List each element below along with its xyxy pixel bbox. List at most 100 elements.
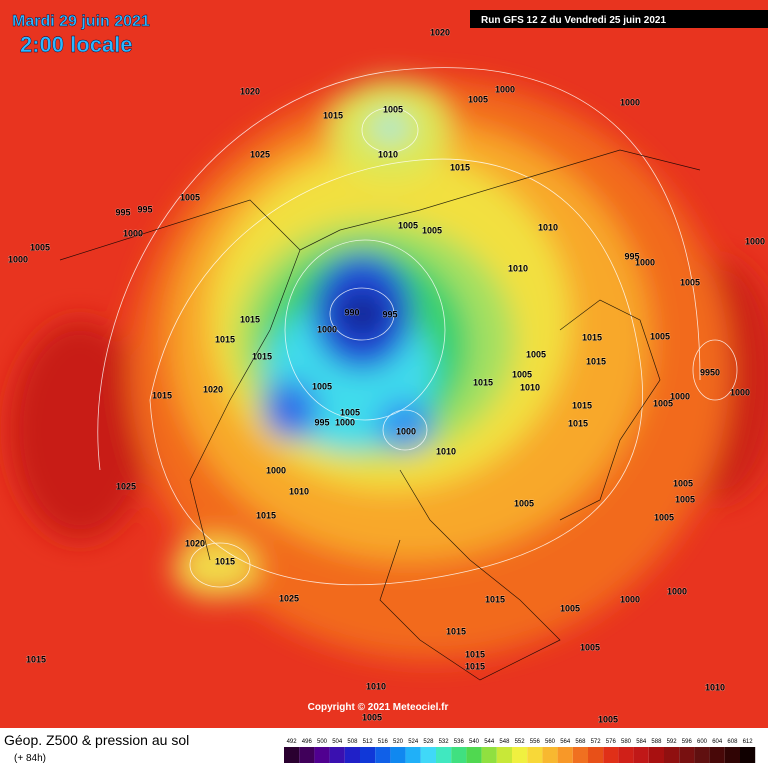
colorbar-label: 532: [439, 739, 450, 745]
colorbar-swatch: [648, 747, 664, 763]
pressure-label: 1015: [572, 400, 592, 410]
pressure-label: 1025: [250, 149, 270, 159]
pressure-label: 1005: [362, 712, 382, 722]
pressure-label: 1005: [422, 225, 442, 235]
valid-time: 2:00 locale: [20, 32, 133, 57]
pressure-label: 1005: [383, 104, 403, 114]
colorbar-swatch: [299, 747, 315, 763]
colorbar-swatch: [451, 747, 467, 763]
pressure-label: 1025: [279, 593, 299, 603]
pressure-label: 1015: [450, 162, 470, 172]
colorbar-swatch: [679, 747, 695, 763]
pressure-label: 1005: [312, 381, 332, 391]
colorbar-swatch: [618, 747, 634, 763]
colorbar-swatch: [329, 747, 345, 763]
pressure-label: 1000: [667, 586, 687, 596]
pressure-label: 1015: [256, 510, 276, 520]
colorbar-swatch: [694, 747, 710, 763]
colorbar-label: 544: [484, 739, 495, 745]
pressure-label: 1020: [185, 538, 205, 548]
pressure-label: 1010: [378, 149, 398, 159]
colorbar-swatch: [512, 747, 528, 763]
pressure-label: 995: [115, 207, 130, 217]
pressure-label: 1005: [598, 714, 618, 724]
colorbar-label: 552: [515, 739, 526, 745]
colorbar-label: 588: [651, 739, 662, 745]
pressure-label: 1010: [538, 222, 558, 232]
pressure-label: 1000: [335, 417, 355, 427]
colorbar-swatch: [603, 747, 619, 763]
map-field: [0, 0, 768, 728]
pressure-label: 1000: [266, 465, 286, 475]
pressure-label: 1000: [620, 97, 640, 107]
colorbar-label: 560: [545, 739, 556, 745]
pressure-label: 995: [137, 204, 152, 214]
pressure-label: 1015: [215, 334, 235, 344]
pressure-label: 1005: [398, 220, 418, 230]
pressure-label: 1015: [152, 390, 172, 400]
colorbar-label: 612: [743, 739, 754, 745]
pressure-label: 1010: [436, 446, 456, 456]
pressure-label: 1020: [203, 384, 223, 394]
colorbar-label: 516: [378, 739, 389, 745]
copyright: Copyright © 2021 Meteociel.fr: [308, 702, 449, 713]
pressure-label: 1015: [586, 356, 606, 366]
pressure-label: 1005: [653, 398, 673, 408]
colorbar-label: 524: [408, 739, 419, 745]
pressure-label: 1010: [520, 382, 540, 392]
pressure-label: 1005: [340, 407, 360, 417]
colorbar-label: 520: [393, 739, 404, 745]
colorbar-swatch: [709, 747, 725, 763]
pressure-label: 1000: [670, 391, 690, 401]
pressure-label: 1015: [323, 110, 343, 120]
colorbar-label: 580: [621, 739, 632, 745]
forecast-step: (+ 84h): [14, 753, 46, 764]
colorbar-swatch: [724, 747, 740, 763]
pressure-label: 1000: [396, 426, 416, 436]
colorbar-label: 496: [302, 739, 313, 745]
run-info: Run GFS 12 Z du Vendredi 25 juin 2021: [481, 15, 666, 26]
colorbar-label: 592: [667, 739, 678, 745]
colorbar-label: 500: [317, 739, 328, 745]
pressure-label: 1020: [240, 86, 260, 96]
colorbar-swatch: [557, 747, 573, 763]
colorbar-label: 556: [530, 739, 541, 745]
colorbar-label: 536: [454, 739, 465, 745]
colorbar-label: 604: [712, 739, 723, 745]
pressure-label: 1005: [514, 498, 534, 508]
pressure-label: 1010: [705, 682, 725, 692]
pressure-label: 1015: [465, 661, 485, 671]
colorbar-label: 504: [332, 739, 343, 745]
pressure-label: 1000: [8, 254, 28, 264]
colorbar-swatch: [481, 747, 497, 763]
colorbar-label: 600: [697, 739, 708, 745]
pressure-label: 1005: [512, 369, 532, 379]
colorbar-swatch: [375, 747, 391, 763]
pressure-label: 1005: [673, 478, 693, 488]
pressure-label: 1015: [446, 626, 466, 636]
colorbar-label: 576: [606, 739, 617, 745]
colorbar-swatch: [664, 747, 680, 763]
product-title: Géop. Z500 & pression au sol: [4, 732, 189, 748]
pressure-label: 1005: [468, 94, 488, 104]
pressure-label: 1005: [680, 277, 700, 287]
pressure-label: 1015: [252, 351, 272, 361]
pressure-label: 1005: [30, 242, 50, 252]
colorbar-swatch: [572, 747, 588, 763]
pressure-label: 1015: [485, 594, 505, 604]
pressure-label: 1005: [560, 603, 580, 613]
pressure-label: 995: [382, 309, 397, 319]
colorbar-label: 548: [499, 739, 510, 745]
pressure-label: 1015: [26, 654, 46, 664]
colorbar-label: 564: [560, 739, 571, 745]
pressure-label: 995: [314, 417, 329, 427]
colorbar-swatch: [588, 747, 604, 763]
pressure-label: 1000: [620, 594, 640, 604]
pressure-label: 9950: [700, 367, 720, 377]
colorbar-label: 512: [363, 739, 374, 745]
colorbar-label: 528: [423, 739, 434, 745]
colorbar-swatch: [405, 747, 421, 763]
colorbar-swatch: [527, 747, 543, 763]
pressure-label: 1010: [289, 486, 309, 496]
colorbar-label: 596: [682, 739, 693, 745]
